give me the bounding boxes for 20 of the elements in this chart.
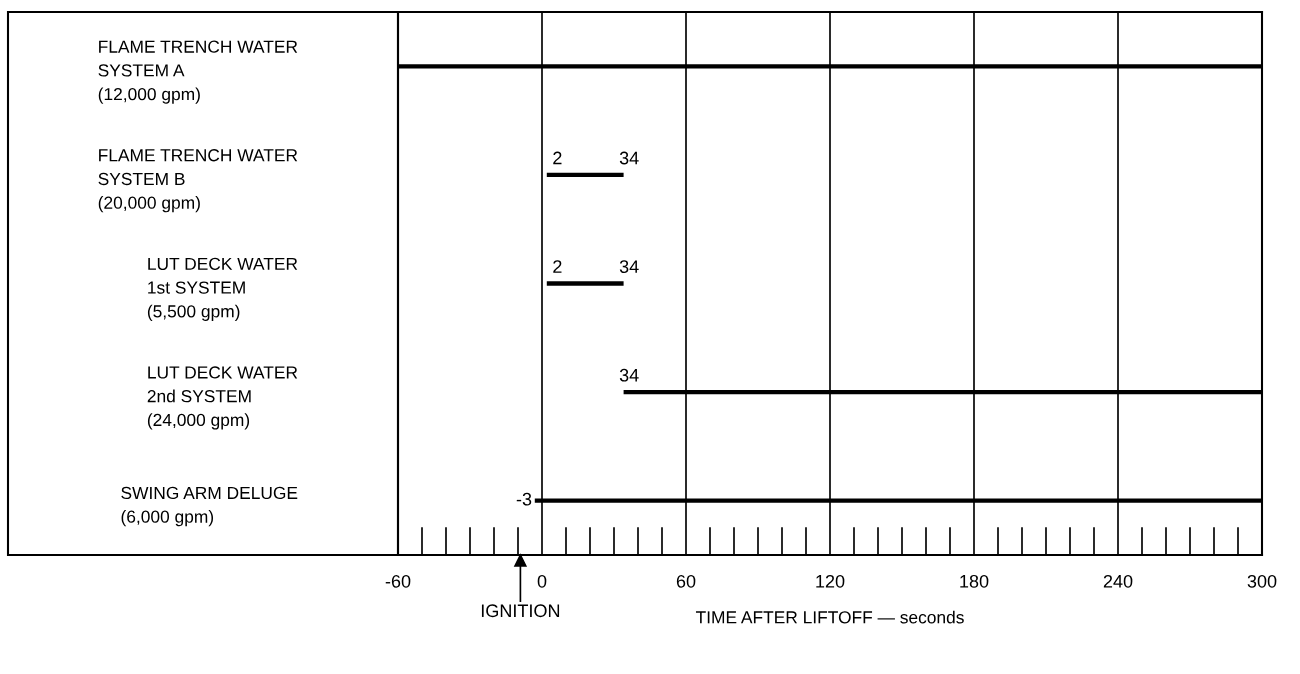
annotation: 34 <box>619 260 639 273</box>
x-tick-label: 120 <box>816 574 845 588</box>
x-tick-label: 180 <box>960 574 989 588</box>
y-tick-label: LUT DECK WATER 1st SYSTEM (5,500 gpm) <box>147 257 298 321</box>
annotation: 2 <box>553 151 562 165</box>
x-tick-label: 300 <box>1247 574 1277 588</box>
x-tick-label: 240 <box>1103 574 1133 588</box>
y-tick-label: SWING ARM DELUGE (6,000 gpm) <box>121 486 298 527</box>
annotation: 2 <box>553 260 562 273</box>
annotation: 34 <box>619 151 639 165</box>
x-tick-label: 0 <box>537 574 547 588</box>
x-axis-title: TIME AFTER LIFTOFF — seconds <box>695 610 964 624</box>
ref-line-label: IGNITION <box>481 604 560 618</box>
y-tick-label: FLAME TRENCH WATER SYSTEM B (20,000 gpm) <box>98 149 298 213</box>
x-tick-label: 60 <box>676 574 696 588</box>
y-tick-label: LUT DECK WATER 2nd SYSTEM (24,000 gpm) <box>147 366 298 430</box>
y-tick-label: FLAME TRENCH WATER SYSTEM A (12,000 gpm) <box>98 40 298 104</box>
annotation: 34 <box>619 368 639 382</box>
annotation: -3 <box>516 492 532 506</box>
x-tick-label: -60 <box>385 574 411 588</box>
